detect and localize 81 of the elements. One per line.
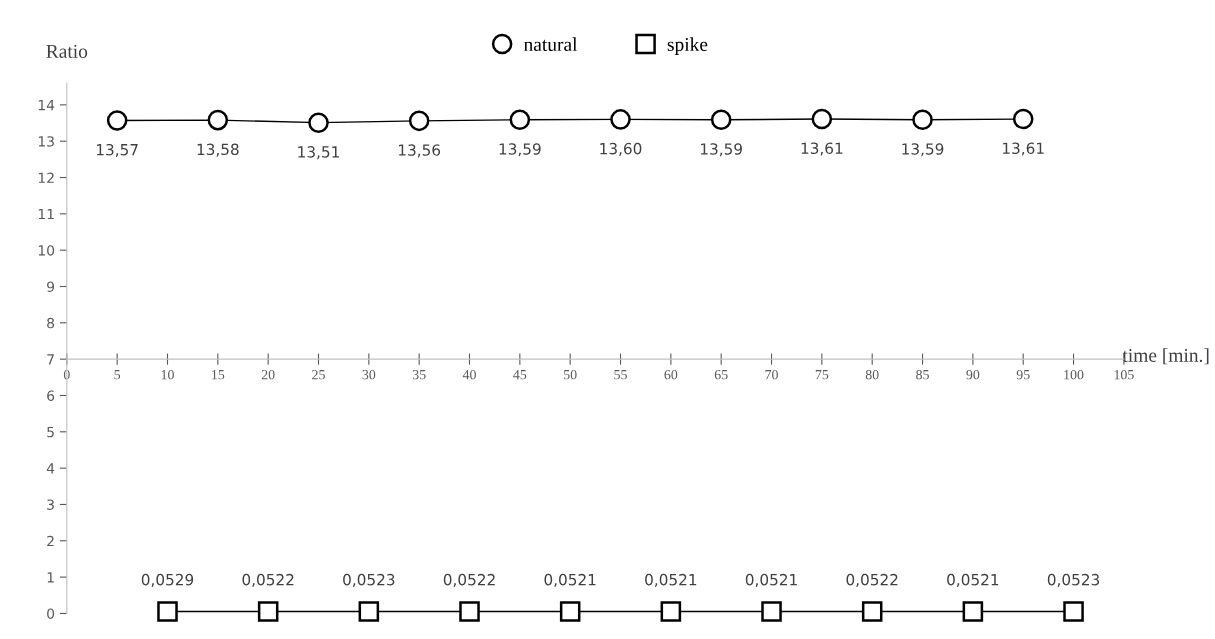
y-tick-label: 7 xyxy=(47,354,54,365)
legend-label: spike xyxy=(667,37,708,55)
data-label: 13,51 xyxy=(298,146,339,160)
x-tick-label: 95 xyxy=(1016,370,1030,380)
y-tick-label: 10 xyxy=(38,245,55,256)
point xyxy=(358,601,380,622)
point xyxy=(1063,601,1084,622)
point xyxy=(509,109,531,131)
x-tick-label: 45 xyxy=(513,370,527,380)
point xyxy=(408,110,430,132)
data-label: 13,59 xyxy=(701,143,742,157)
x-tick-label: 0 xyxy=(63,369,70,380)
y-tick-label: 2 xyxy=(47,535,54,547)
point xyxy=(207,109,229,131)
x-tick-label: 40 xyxy=(462,369,476,380)
y-tick-label: 13 xyxy=(38,136,54,147)
y-tick-label: 12 xyxy=(38,172,54,183)
data-label: 0,0521 xyxy=(645,573,697,587)
point xyxy=(1012,108,1034,130)
point xyxy=(610,109,631,130)
x-tick-label: 100 xyxy=(1064,369,1084,380)
y-tick-label: 3 xyxy=(47,499,54,510)
x-tick-label: 25 xyxy=(312,370,325,380)
point xyxy=(459,601,480,622)
y-tick-label: 14 xyxy=(38,100,55,111)
data-label: 0,0529 xyxy=(141,573,194,587)
y-tick-label: 0 xyxy=(47,608,55,619)
data-label: 0,0523 xyxy=(343,573,395,587)
x-tick-label: 80 xyxy=(865,369,879,380)
point xyxy=(106,110,128,131)
point xyxy=(660,601,682,622)
y-axis-title: Ratio xyxy=(46,44,88,58)
y-tick-label: 9 xyxy=(47,281,55,292)
x-tick-label: 35 xyxy=(412,370,426,380)
y-tick-label: 11 xyxy=(38,209,54,220)
point xyxy=(308,112,329,133)
x-tick-label: 70 xyxy=(765,369,778,380)
y-tick-label: 1 xyxy=(47,572,54,583)
data-label: 13,61 xyxy=(801,142,843,156)
data-label: 13,56 xyxy=(398,144,441,158)
data-label: 0,0521 xyxy=(544,573,596,587)
x-tick-label: 20 xyxy=(261,369,275,380)
legend-label: natural xyxy=(523,37,578,52)
point xyxy=(912,109,933,131)
y-tick-label: 5 xyxy=(47,426,54,438)
point xyxy=(962,601,984,622)
x-tick-label: 75 xyxy=(815,370,829,380)
data-label: 0,0522 xyxy=(443,573,495,587)
point xyxy=(257,601,279,622)
data-label: 0,0522 xyxy=(242,573,294,587)
data-label: 13,59 xyxy=(499,143,541,157)
point xyxy=(559,601,581,622)
data-label: 13,58 xyxy=(197,143,239,157)
x-tick-label: 10 xyxy=(161,369,174,380)
x-tick-label: 55 xyxy=(614,370,627,380)
x-tick-label: 15 xyxy=(212,370,225,380)
data-label: 0,0522 xyxy=(846,573,898,587)
point xyxy=(710,109,732,131)
data-label: 13,57 xyxy=(96,143,138,158)
x-tick-label: 90 xyxy=(966,369,980,380)
x-tick-label: 5 xyxy=(114,370,121,380)
point xyxy=(861,601,883,622)
y-tick-label: 4 xyxy=(46,463,55,474)
data-label: 0,0521 xyxy=(745,573,797,587)
data-label: 0,0523 xyxy=(1047,573,1100,587)
data-label: 0,0521 xyxy=(947,573,999,587)
x-tick-label: 105 xyxy=(1114,369,1134,380)
x-tick-label: 60 xyxy=(664,369,678,380)
point xyxy=(157,601,178,622)
x-tick-label: 65 xyxy=(714,370,728,380)
data-label: 13,61 xyxy=(1003,142,1044,156)
y-tick-label: 6 xyxy=(47,390,55,401)
x-tick-label: 30 xyxy=(362,369,376,380)
data-label: 13,59 xyxy=(902,143,944,157)
x-tick-label: 50 xyxy=(564,369,577,380)
y-tick-label: 8 xyxy=(47,317,55,329)
data-label: 13,60 xyxy=(600,142,642,156)
x-axis-title: time [min.] xyxy=(1122,348,1209,365)
point xyxy=(761,601,782,622)
point xyxy=(811,108,833,130)
x-tick-label: 85 xyxy=(916,369,929,380)
